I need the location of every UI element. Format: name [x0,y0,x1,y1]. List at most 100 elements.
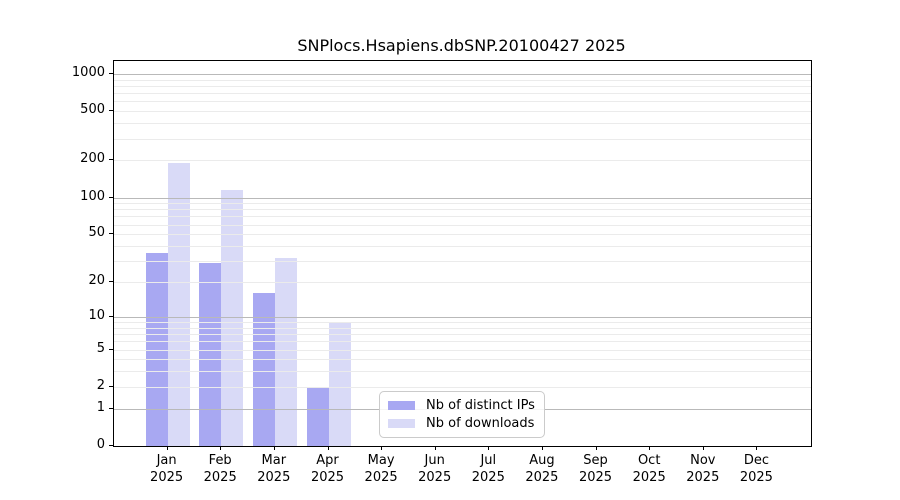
gridline-minor [114,101,811,103]
y-tick-mark [109,315,113,317]
y-tick-label: 10 [88,307,105,323]
x-tick-label-aug: Aug 2025 [510,452,574,486]
gridline-minor [114,371,811,373]
x-tick-label-jan: Jan 2025 [135,452,199,486]
y-tick-label: 1000 [71,64,105,80]
x-tick-month: Jul [480,453,497,468]
gridline-minor [114,209,811,211]
y-tick-mark [109,348,113,350]
x-tick-label-oct: Oct 2025 [617,452,681,486]
x-tick-year: 2025 [364,470,398,485]
legend-swatch-distinct-ips-icon [388,400,415,410]
gridline-minor [114,224,811,226]
x-tick-month: Apr [316,453,339,468]
x-tick-year: 2025 [471,470,505,485]
x-tick-mark [756,446,758,450]
y-tick-label: 1 [96,399,105,415]
legend-swatch-downloads-icon [388,419,415,429]
x-tick-year: 2025 [525,470,559,485]
gridline-minor [114,341,811,343]
gridline-minor [114,349,811,351]
x-tick-year: 2025 [257,470,291,485]
x-tick-year: 2025 [686,470,720,485]
y-tick-label: 0 [96,437,105,452]
x-tick-year: 2025 [632,470,666,485]
x-tick-label-apr: Apr 2025 [296,452,360,486]
gridline-minor [114,359,811,361]
x-tick-label-dec: Dec 2025 [724,452,788,486]
y-tick-mark [109,110,113,112]
x-tick-year: 2025 [203,470,237,485]
y-tick-label: 100 [80,188,105,204]
gridline-minor [114,203,811,205]
bar-downloads-jan [167,162,190,446]
x-tick-month: Aug [529,453,555,468]
x-tick-year: 2025 [150,470,184,485]
x-tick-month: Nov [690,453,716,468]
x-tick-label-jun: Jun 2025 [403,452,467,486]
y-tick-label: 500 [80,102,105,118]
legend: Nb of distinct IPs Nb of downloads [379,391,545,438]
gridline-minor [114,234,811,236]
x-tick-mark [434,446,436,450]
x-tick-month: Oct [637,453,661,468]
gridline-minor [114,160,811,162]
x-tick-mark [595,446,597,450]
y-tick-mark [109,407,113,409]
bar-downloads-apr [328,322,351,446]
x-tick-label-mar: Mar 2025 [242,452,306,486]
x-tick-mark [702,446,704,450]
x-tick-month: Jun [424,453,445,468]
x-tick-year: 2025 [578,470,613,485]
x-tick-year: 2025 [310,470,345,485]
y-tick-mark [109,159,113,161]
y-tick-label: 2 [96,377,105,393]
y-tick-mark [109,72,113,74]
y-tick-label: 20 [88,273,105,288]
x-tick-mark [166,446,168,450]
y-tick-mark [109,445,113,446]
legend-item-distinct-ips: Nb of distinct IPs [388,398,536,413]
x-tick-month: Mar [261,453,287,468]
gridline-minor [114,282,811,283]
gridline-minor [114,79,811,81]
legend-label-downloads: Nb of downloads [426,416,535,432]
y-tick-mark [109,233,113,235]
gridline-minor [114,386,811,388]
y-tick-label: 5 [96,340,105,356]
gridline-minor [114,322,811,323]
gridline-minor [114,111,811,113]
plot-area [113,60,812,447]
x-tick-mark [273,446,275,450]
x-tick-month: May [367,453,395,468]
bar-downloads-feb [221,190,244,446]
x-tick-month: Jan [156,453,177,468]
gridline-minor [114,246,811,247]
chart-title: SNPlocs.Hsapiens.dbSNP.20100427 2025 [297,36,626,55]
x-tick-label-jul: Jul 2025 [456,452,520,486]
x-tick-year: 2025 [418,470,452,485]
gridline-minor [114,216,811,218]
gridline-minor [114,93,811,95]
bar-distinct-ips-mar [252,293,275,446]
x-tick-mark [220,446,222,450]
gridline-minor [114,261,811,263]
x-tick-year: 2025 [739,470,773,485]
gridline-major [114,316,811,318]
x-tick-month: Dec [743,453,769,468]
x-tick-mark [541,446,543,450]
x-tick-label-sep: Sep 2025 [564,452,628,486]
y-tick-label: 200 [80,151,105,167]
gridline-major [114,197,811,199]
bar-distinct-ips-feb [199,262,222,446]
bar-downloads-mar [274,257,297,446]
x-tick-mark [381,446,383,450]
x-tick-month: Feb [208,453,232,468]
x-tick-mark [488,446,490,450]
legend-item-downloads: Nb of downloads [388,416,536,431]
gridline-minor [114,123,811,125]
x-tick-label-nov: Nov 2025 [671,452,735,486]
y-tick-label: 50 [88,225,105,241]
gridline-minor [114,85,811,87]
bar-distinct-ips-apr [306,386,329,446]
